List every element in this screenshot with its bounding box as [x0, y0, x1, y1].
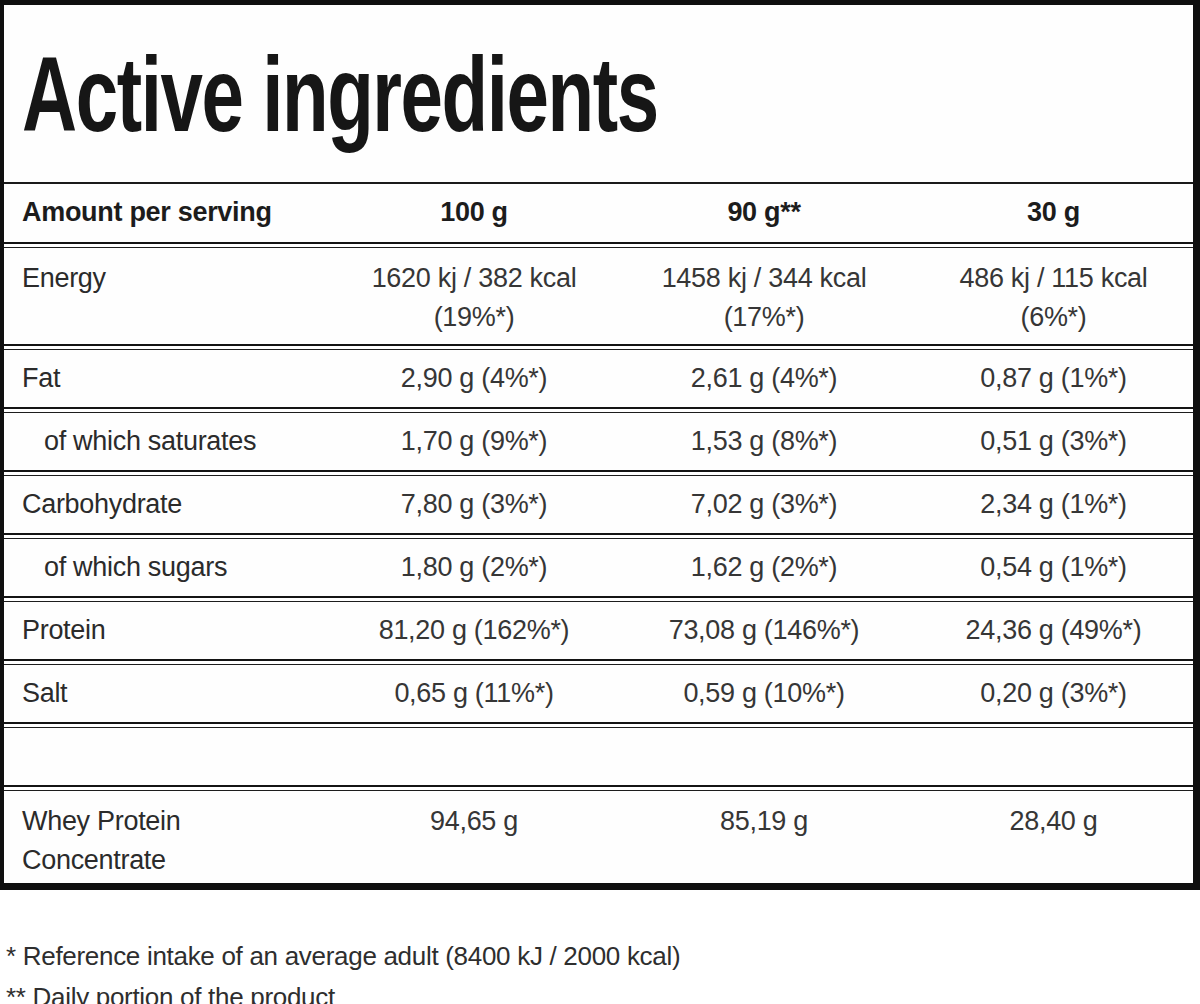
- row-label: of which sugars: [4, 548, 334, 587]
- page-title: Active ingredients: [22, 39, 865, 150]
- row-value: 94,65 g: [334, 802, 614, 841]
- table-row-saturates: of which saturates1,70 g (9%*)1,53 g (8%…: [4, 413, 1193, 470]
- table-row-whey-protein-concentrate: Whey Protein Concentrate 94,65 g85,19 g28…: [4, 791, 1193, 883]
- row-value: 1620 kj / 382 kcal(19%*): [334, 259, 614, 337]
- row-label: Protein: [4, 611, 334, 650]
- footnotes: * Reference intake of an average adult (…: [0, 890, 1200, 1004]
- row-value: 24,36 g (49%*): [914, 611, 1193, 650]
- table-row-protein: Protein81,20 g (162%*)73,08 g (146%*)24,…: [4, 602, 1193, 659]
- row-value: 1458 kj / 344 kcal(17%*): [614, 259, 914, 337]
- row-value: 1,53 g (8%*): [614, 422, 914, 461]
- row-value: 0,87 g (1%*): [914, 359, 1193, 398]
- table-body: Energy1620 kj / 382 kcal(19%*)1458 kj / …: [4, 242, 1193, 883]
- table-row-fat: Fat2,90 g (4%*)2,61 g (4%*)0,87 g (1%*): [4, 350, 1193, 407]
- row-label: Carbohydrate: [4, 485, 334, 524]
- row-label: Whey Protein Concentrate: [4, 802, 262, 880]
- row-value: 1,70 g (9%*): [334, 422, 614, 461]
- row-label: Salt: [4, 674, 334, 713]
- row-value: 0,59 g (10%*): [614, 674, 914, 713]
- title-bar: Active ingredients: [4, 5, 1193, 184]
- row-value: 85,19 g: [614, 802, 914, 841]
- row-value: 7,80 g (3%*): [334, 485, 614, 524]
- table-row-spacer: [4, 728, 1193, 785]
- table-row-salt: Salt0,65 g (11%*)0,59 g (10%*)0,20 g (3%…: [4, 665, 1193, 722]
- row-value: 1,62 g (2%*): [614, 548, 914, 587]
- row-value: 0,65 g (11%*): [334, 674, 614, 713]
- row-value: 0,51 g (3%*): [914, 422, 1193, 461]
- nutrition-table: Active ingredients Amount per serving 10…: [0, 0, 1200, 890]
- row-label: of which saturates: [4, 422, 334, 461]
- table-row-sugars: of which sugars1,80 g (2%*)1,62 g (2%*)0…: [4, 539, 1193, 596]
- footnote-reference-intake: * Reference intake of an average adult (…: [6, 936, 1200, 977]
- footnote-daily-portion: ** Daily portion of the product: [6, 977, 1200, 1004]
- row-label: Fat: [4, 359, 334, 398]
- table-row-energy: Energy1620 kj / 382 kcal(19%*)1458 kj / …: [4, 248, 1193, 344]
- row-value: 81,20 g (162%*): [334, 611, 614, 650]
- row-value: 73,08 g (146%*): [614, 611, 914, 650]
- table-row-carbohydrate: Carbohydrate7,80 g (3%*)7,02 g (3%*)2,34…: [4, 476, 1193, 533]
- row-value: 2,90 g (4%*): [334, 359, 614, 398]
- row-value: 0,54 g (1%*): [914, 548, 1193, 587]
- row-label: Energy: [4, 259, 334, 298]
- row-value: 1,80 g (2%*): [334, 548, 614, 587]
- row-value: 2,34 g (1%*): [914, 485, 1193, 524]
- row-value: 7,02 g (3%*): [614, 485, 914, 524]
- header-amount-per-serving: Amount per serving: [4, 193, 334, 232]
- nutrition-label-page: Active ingredients Amount per serving 10…: [0, 0, 1200, 1004]
- row-value: 486 kj / 115 kcal(6%*): [914, 259, 1193, 337]
- header-col-100g: 100 g: [334, 193, 614, 232]
- table-header-row: Amount per serving 100 g 90 g** 30 g: [4, 184, 1193, 242]
- header-col-90g: 90 g**: [614, 193, 914, 232]
- row-value: 28,40 g: [914, 802, 1193, 841]
- row-value: 0,20 g (3%*): [914, 674, 1193, 713]
- header-col-30g: 30 g: [914, 193, 1193, 232]
- row-value: 2,61 g (4%*): [614, 359, 914, 398]
